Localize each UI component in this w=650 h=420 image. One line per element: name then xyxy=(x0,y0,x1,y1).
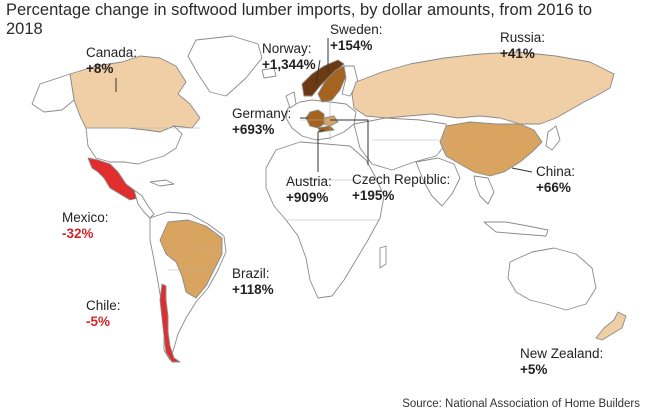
china-name: China: xyxy=(536,164,576,179)
source-note: Source: National Association of Home Bui… xyxy=(402,398,640,410)
canada-value: +8% xyxy=(86,61,114,76)
chile-value: -5% xyxy=(86,314,111,329)
brazil-shape xyxy=(159,219,223,299)
uk-shape xyxy=(285,91,297,109)
mexico-label: Mexico: -32% xyxy=(62,210,109,242)
china-shape xyxy=(439,121,543,177)
sweden-name: Sweden: xyxy=(330,22,383,37)
germany-value: +693% xyxy=(232,122,275,137)
norway-value: +1,344% xyxy=(262,57,316,72)
sweden-value: +154% xyxy=(330,38,373,53)
china-value: +66% xyxy=(536,180,571,195)
brazil-value: +118% xyxy=(232,282,274,297)
mexico-shape xyxy=(87,157,139,201)
russia-shape xyxy=(351,51,615,125)
india-shape xyxy=(415,157,461,207)
japan-shape xyxy=(545,125,561,151)
germany-label: Germany: +693% xyxy=(232,106,291,138)
russia-label: Russia: +41% xyxy=(500,30,545,62)
new-zealand-value: +5% xyxy=(520,362,548,377)
mexico-value: -32% xyxy=(62,226,94,241)
czech-name: Czech Republic: xyxy=(352,172,451,187)
china-leader-line xyxy=(511,167,533,173)
germany-name: Germany: xyxy=(232,106,292,121)
new-zealand-shape xyxy=(595,311,627,341)
cuba-shape xyxy=(149,179,175,187)
new-zealand-name: New Zealand: xyxy=(520,346,604,361)
central-america-shape xyxy=(133,189,155,219)
canada-label: Canada: +8% xyxy=(86,45,137,77)
usa-shape xyxy=(85,125,183,165)
czech-shape xyxy=(323,115,339,127)
brazil-name: Brazil: xyxy=(232,266,270,281)
map-title: Percentage change in softwood lumber imp… xyxy=(6,1,593,38)
chile-name: Chile: xyxy=(86,298,121,313)
czech-value: +195% xyxy=(352,188,395,203)
austria-name: Austria: xyxy=(286,174,332,189)
austria-value: +909% xyxy=(286,190,329,205)
brazil-label: Brazil: +118% xyxy=(232,266,274,298)
chile-label: Chile: -5% xyxy=(86,298,121,330)
new-zealand-label: New Zealand: +5% xyxy=(520,346,603,378)
czech-label: Czech Republic: +195% xyxy=(352,172,450,204)
madagascar-shape xyxy=(379,245,387,269)
mexico-name: Mexico: xyxy=(62,210,109,225)
norway-name: Norway: xyxy=(262,41,312,56)
southeast-asia-shape xyxy=(473,175,495,205)
germany-shape xyxy=(305,109,325,129)
greenland-shape xyxy=(187,35,263,97)
country-borders xyxy=(86,102,447,271)
norway-label: Norway: +1,344% xyxy=(262,41,316,73)
alaska-shape xyxy=(31,73,75,113)
china-label: China: +66% xyxy=(536,164,575,196)
australia-shape xyxy=(507,247,597,311)
russia-value: +41% xyxy=(500,46,535,61)
indonesia-shape xyxy=(483,221,549,237)
iceland-shape xyxy=(261,67,277,79)
sweden-label: Sweden: +154% xyxy=(330,22,383,54)
norway-leader-line xyxy=(315,59,321,85)
chile-shape xyxy=(159,283,181,363)
russia-name: Russia: xyxy=(500,30,546,45)
czech-leader-line xyxy=(330,119,369,165)
canada-name: Canada: xyxy=(86,45,138,60)
austria-label: Austria: +909% xyxy=(286,174,332,206)
austria-leader-line-corner xyxy=(317,129,325,133)
